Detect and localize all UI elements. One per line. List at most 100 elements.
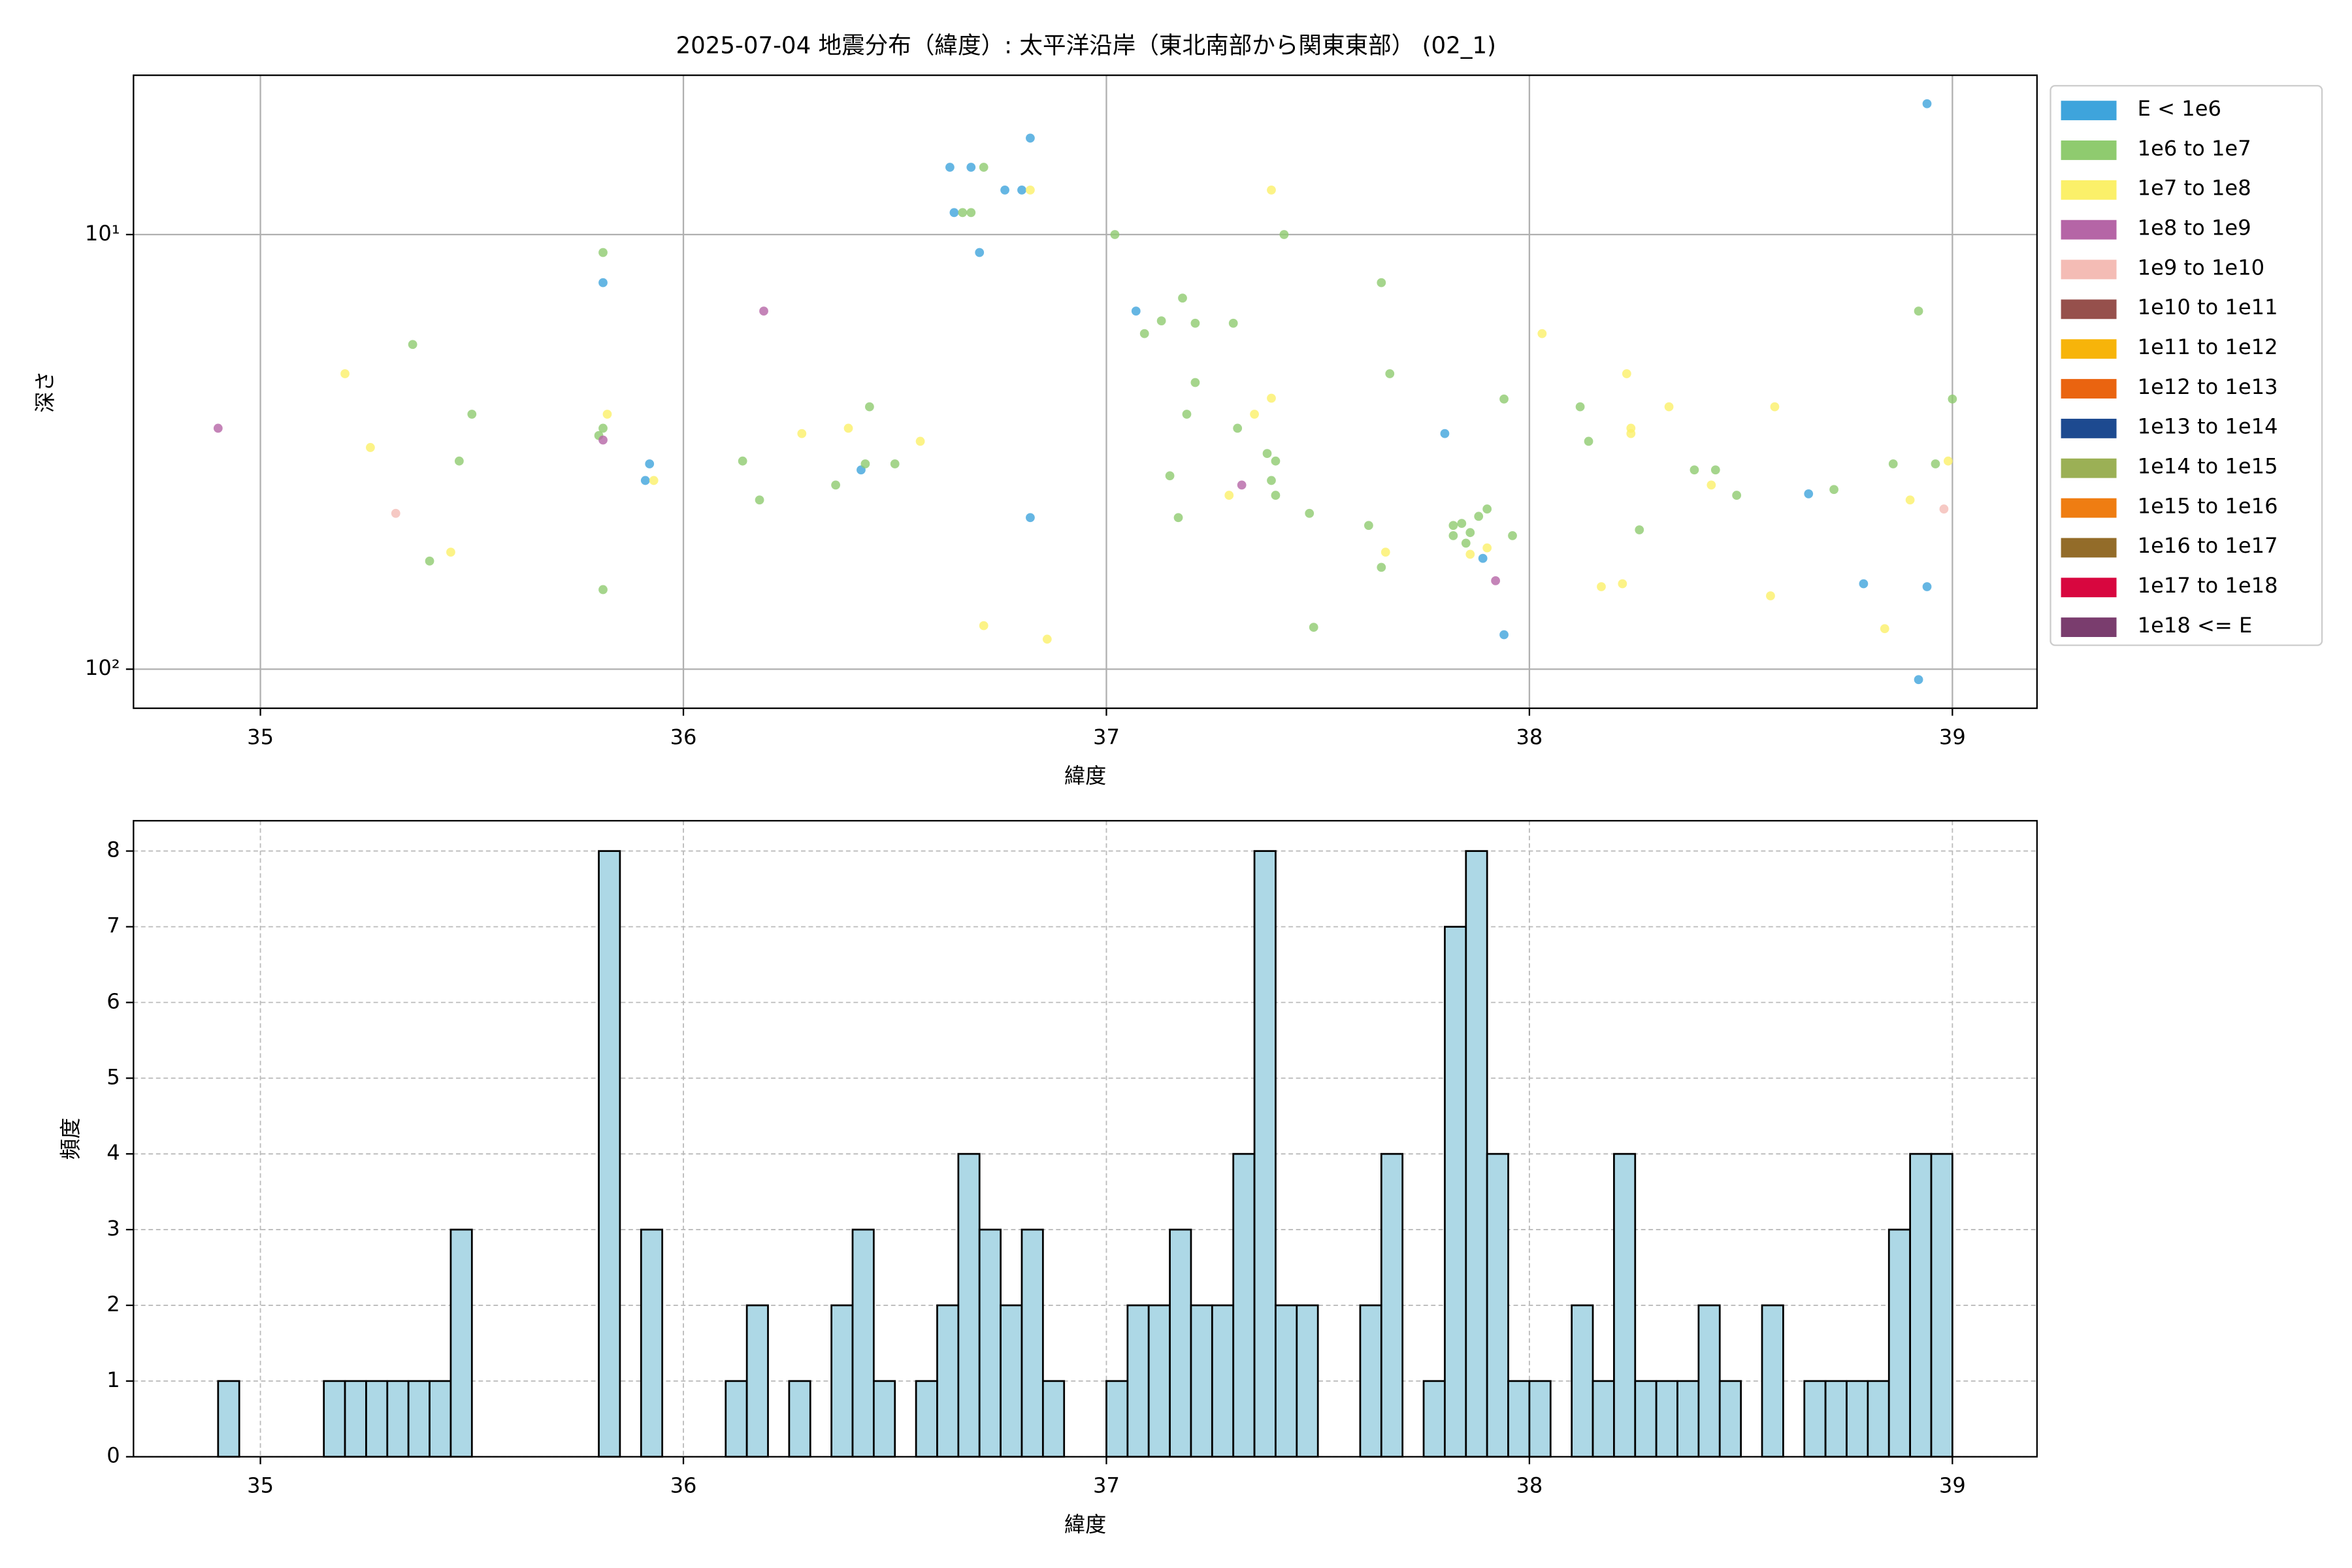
scatter-point	[1224, 491, 1234, 500]
scatter-point	[602, 410, 612, 419]
scatter-point	[1026, 133, 1035, 143]
scatter-point	[1482, 504, 1492, 514]
scatter-point	[1948, 394, 1957, 404]
scatter-point	[1178, 293, 1187, 303]
scatter-point	[1922, 99, 1932, 108]
histogram-bar	[1571, 1304, 1594, 1458]
histogram-bar	[851, 1228, 875, 1458]
histogram-bar	[386, 1380, 410, 1458]
histogram-bar	[1909, 1152, 1933, 1458]
histogram-bar	[1824, 1380, 1848, 1458]
scatter-point	[1271, 491, 1281, 500]
legend-swatch	[2061, 299, 2117, 319]
legend-swatch	[2061, 339, 2117, 359]
histogram-bar	[1867, 1380, 1890, 1458]
y-tick-label: 10²	[85, 655, 120, 680]
scatter-point	[408, 340, 417, 350]
legend-swatch	[2061, 617, 2117, 637]
histogram-bar	[1465, 850, 1488, 1458]
scatter-point	[755, 495, 764, 505]
scatter-point	[1939, 504, 1949, 514]
histogram-bar	[344, 1380, 367, 1458]
x-tick-label: 36	[670, 1473, 697, 1498]
scatter-point	[843, 423, 853, 433]
histogram-bar	[1718, 1380, 1742, 1458]
histogram-bar	[1930, 1152, 1953, 1458]
scatter-point	[1914, 675, 1923, 685]
histogram-bar	[1655, 1380, 1678, 1458]
y-axis-label: 頻度	[58, 1118, 83, 1160]
chart-title: 2025-07-04 地震分布（緯度）: 太平洋沿岸（東北南部から関東東部） (…	[676, 33, 1496, 59]
scatter-point	[831, 480, 840, 490]
legend-swatch	[2061, 220, 2117, 240]
legend-swatch	[2061, 458, 2117, 478]
scatter-point	[645, 459, 655, 468]
histogram-bar	[1275, 1304, 1298, 1458]
legend-label: 1e8 to 1e9	[2138, 216, 2251, 240]
histogram-bar	[978, 1228, 1002, 1458]
histogram-bar	[1041, 1380, 1066, 1458]
scatter-point	[1537, 329, 1547, 338]
scatter-point	[1465, 549, 1475, 559]
legend-swatch	[2061, 538, 2117, 558]
scatter-point	[1508, 531, 1517, 540]
y-tick-label: 8	[106, 838, 120, 862]
histogram-bar	[365, 1380, 389, 1458]
y-tick-label: 10¹	[85, 221, 120, 246]
plot-frame	[133, 820, 2038, 1458]
scatter-point	[1626, 429, 1636, 438]
y-tick-label: 3	[106, 1216, 120, 1241]
x-tick-label: 39	[1939, 1473, 1966, 1498]
scatter-point	[1279, 230, 1289, 239]
legend-label: 1e10 to 1e11	[2138, 295, 2278, 319]
scatter-point	[1664, 402, 1674, 412]
scatter-point	[1499, 630, 1509, 640]
scatter-point	[1618, 579, 1627, 589]
scatter-point	[1710, 465, 1720, 475]
histogram-bar	[1147, 1304, 1171, 1458]
scatter-point	[1575, 402, 1585, 412]
scatter-point	[640, 476, 650, 485]
histogram-bar	[830, 1304, 854, 1458]
x-tick-label: 37	[1093, 1473, 1120, 1498]
legend-label: 1e13 to 1e14	[2138, 414, 2278, 439]
plot-frame	[133, 74, 2038, 710]
histogram-bar	[915, 1380, 938, 1458]
scatter-point	[1448, 521, 1458, 531]
legend-swatch	[2061, 259, 2117, 280]
legend-swatch	[2061, 180, 2117, 200]
legend-label: 1e14 to 1e15	[2138, 454, 2278, 479]
scatter-point	[1766, 591, 1775, 600]
scatter-point	[1880, 624, 1889, 634]
scatter-point	[1190, 378, 1200, 387]
histogram-bar	[1380, 1152, 1404, 1458]
histogram-bar	[788, 1380, 811, 1458]
histogram-bar	[1846, 1380, 1869, 1458]
scatter-point	[1597, 582, 1606, 591]
scatter-point	[1461, 538, 1471, 548]
scatter-point	[1267, 186, 1276, 195]
scatter-point	[738, 456, 747, 466]
histogram-bar	[1761, 1304, 1784, 1458]
scatter-point	[1922, 582, 1932, 591]
histogram-bar	[323, 1380, 346, 1458]
scatter-point	[966, 208, 976, 218]
legend-label: E < 1e6	[2138, 96, 2221, 121]
scatter-point	[391, 508, 400, 518]
scatter-point	[1905, 495, 1915, 505]
scatter-point	[340, 369, 350, 378]
legend-label: 1e6 to 1e7	[2138, 136, 2251, 161]
histogram-bar	[1887, 1228, 1912, 1458]
scatter-point	[213, 423, 223, 433]
scatter-point	[1271, 456, 1281, 466]
legend-label: 1e16 to 1e17	[2138, 533, 2278, 558]
scatter-point	[1474, 512, 1484, 521]
scatter-point	[1190, 318, 1200, 328]
histogram-bar	[725, 1380, 748, 1458]
y-tick-label: 2	[106, 1292, 120, 1316]
legend-swatch	[2061, 101, 2117, 121]
histogram-bar	[872, 1380, 896, 1458]
scatter-point	[949, 208, 959, 218]
scatter-point	[598, 423, 608, 433]
scatter-point	[1457, 519, 1467, 529]
